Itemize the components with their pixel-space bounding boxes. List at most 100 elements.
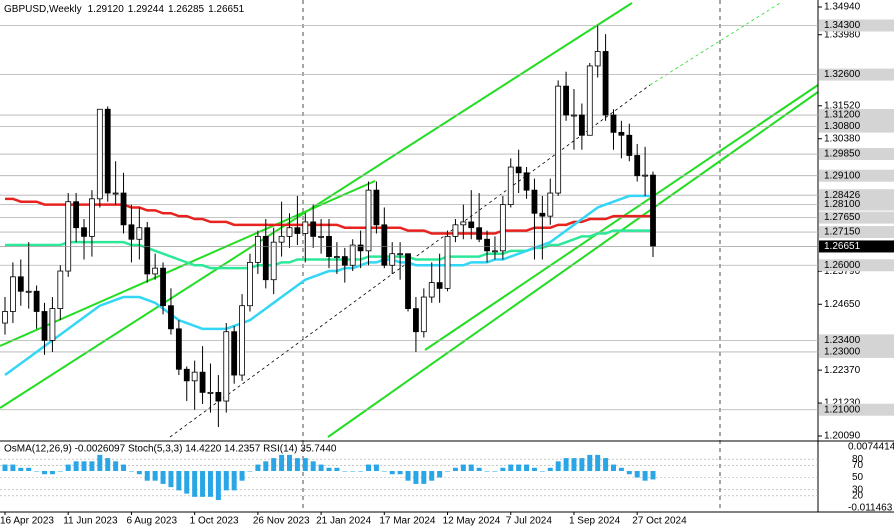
level-label-box xyxy=(819,259,894,272)
candle-body xyxy=(231,331,238,376)
histogram-bar xyxy=(634,471,640,478)
histogram-bar xyxy=(492,471,498,472)
histogram-bar xyxy=(626,471,632,475)
candle-body xyxy=(357,244,364,252)
candle-body xyxy=(626,134,633,156)
candle-body xyxy=(17,276,24,292)
level-label-box xyxy=(819,198,894,211)
x-tick-label: 6 Aug 2023 xyxy=(126,516,177,527)
candle-body xyxy=(112,192,119,195)
level-label-box xyxy=(819,120,894,133)
candle-body xyxy=(531,189,538,214)
candle-body xyxy=(586,65,593,136)
x-tick-label: 27 Oct 2024 xyxy=(632,516,687,527)
histogram-bar xyxy=(547,467,553,472)
histogram-bar xyxy=(587,454,593,472)
candle-body xyxy=(25,290,32,293)
histogram-bar xyxy=(524,464,530,472)
candle-body xyxy=(334,256,340,258)
histogram-bar xyxy=(508,464,514,472)
histogram-bar xyxy=(358,471,364,472)
candle-body xyxy=(389,253,396,266)
candle-body xyxy=(349,244,356,266)
candle-body xyxy=(160,267,166,307)
histogram-bar xyxy=(531,467,537,472)
level-label-box xyxy=(819,19,894,32)
histogram-bar xyxy=(223,471,229,491)
histogram-bar xyxy=(34,471,40,472)
y-tick-label: 1.21230 xyxy=(824,398,861,409)
candle-body xyxy=(302,221,309,234)
histogram-bar xyxy=(476,467,482,472)
histogram-bar xyxy=(121,464,127,472)
histogram-bar xyxy=(334,467,340,472)
level-label-box xyxy=(819,403,894,416)
histogram-bar xyxy=(184,471,190,494)
x-tick-label: 17 Mar 2024 xyxy=(379,516,436,527)
y-tick-label: 1.25790 xyxy=(824,266,861,277)
histogram-bar xyxy=(310,461,316,472)
candle-body xyxy=(460,221,467,226)
histogram-bar xyxy=(373,464,379,472)
histogram-bar xyxy=(571,458,577,472)
level-label-box xyxy=(819,211,894,224)
candle-body xyxy=(420,296,427,333)
histogram-bar xyxy=(468,464,474,472)
histogram-bar xyxy=(500,467,506,472)
histogram-bar xyxy=(10,464,16,472)
candle-body xyxy=(207,391,214,394)
candle-body xyxy=(73,201,80,229)
candle-body xyxy=(515,166,522,174)
candle-body xyxy=(602,51,609,116)
histogram-bar xyxy=(563,458,569,472)
candle-body xyxy=(294,227,301,234)
histogram-bar xyxy=(405,471,411,481)
histogram-bar xyxy=(429,471,435,481)
histogram-bar xyxy=(326,467,332,472)
x-tick-label: 21 Jan 2024 xyxy=(316,516,371,527)
high-label: 1.29244 xyxy=(128,4,165,15)
x-tick-label: 11 Jun 2023 xyxy=(63,516,118,527)
candle-body xyxy=(81,227,87,237)
y-tick-label: 80 xyxy=(852,454,864,465)
histogram-bar xyxy=(366,464,372,472)
candle-body xyxy=(144,227,151,275)
histogram-bar xyxy=(81,461,87,472)
histogram-bar xyxy=(342,471,348,472)
histogram-bar xyxy=(49,471,55,475)
y-tick-label: 1.20090 xyxy=(824,431,861,442)
candle-body xyxy=(547,192,554,217)
histogram-bar xyxy=(239,471,245,481)
histogram-bar xyxy=(484,471,490,472)
candle-body xyxy=(310,221,317,237)
candle-body xyxy=(191,371,198,382)
histogram-bar xyxy=(397,471,403,475)
candle-body xyxy=(594,51,601,67)
histogram-bar xyxy=(26,467,32,472)
histogram-bar xyxy=(618,467,624,472)
level-label: 1.31200 xyxy=(824,110,861,121)
histogram-bar xyxy=(113,461,119,472)
x-tick-label: 26 Nov 2023 xyxy=(253,516,310,527)
histogram-bar xyxy=(18,467,24,472)
level-label: 1.30800 xyxy=(824,121,861,132)
histogram-bar xyxy=(318,464,324,472)
histogram-bar xyxy=(389,471,395,475)
histogram-bar xyxy=(413,471,419,484)
histogram-bar xyxy=(42,471,48,475)
level-label-box xyxy=(819,68,894,81)
histogram-bar xyxy=(516,464,522,472)
level-label: 1.23400 xyxy=(824,335,861,346)
candle-body xyxy=(365,189,372,252)
candle-body xyxy=(578,114,585,136)
level-label: 1.27150 xyxy=(824,227,861,238)
level-label: 1.27650 xyxy=(824,212,861,223)
candle-body xyxy=(49,308,56,341)
close-label: 1.26651 xyxy=(208,4,245,15)
candle-body xyxy=(128,224,135,240)
candle-body xyxy=(96,108,103,200)
candle-body xyxy=(239,305,245,376)
y-tick-label: 1.30380 xyxy=(824,133,861,144)
candle-body xyxy=(610,114,617,133)
candle-body xyxy=(262,235,269,281)
